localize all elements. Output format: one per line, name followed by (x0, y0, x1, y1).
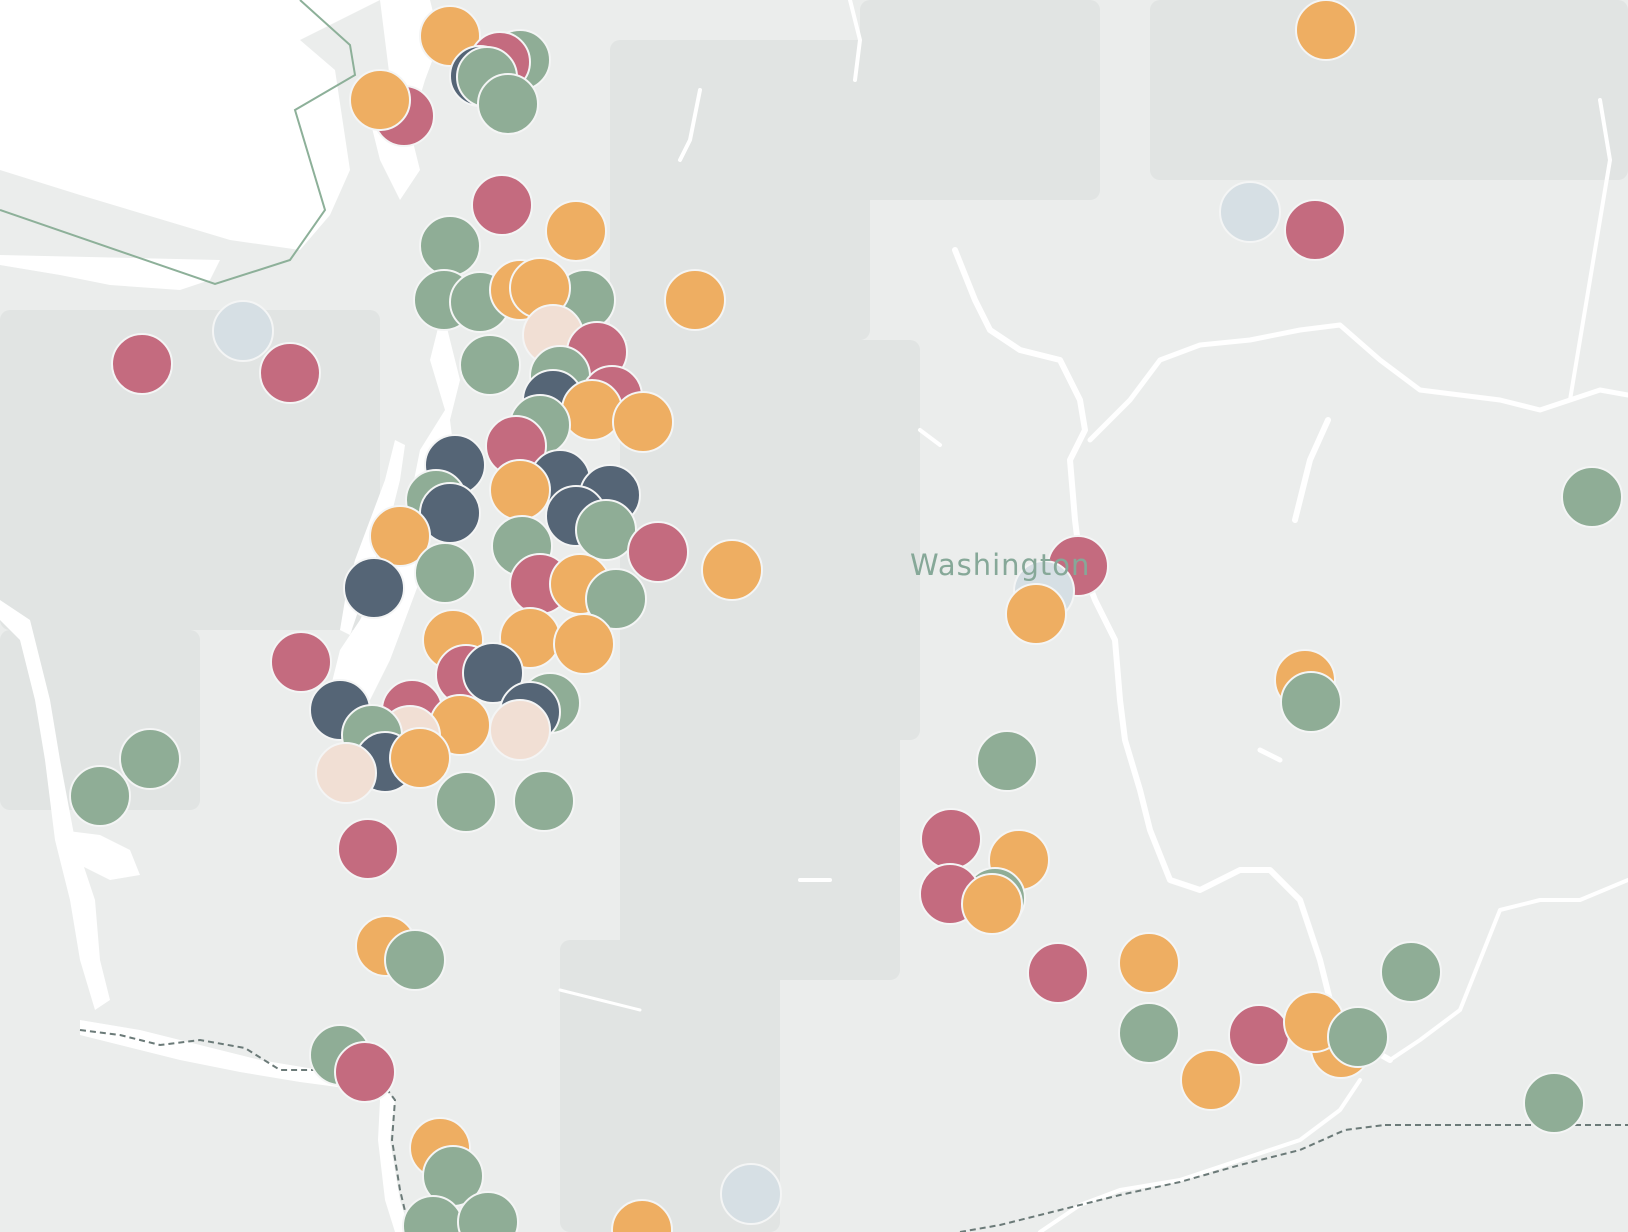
map-marker-green[interactable] (513, 770, 575, 832)
map-marker-red[interactable] (259, 342, 321, 404)
map-marker-red[interactable] (1228, 1004, 1290, 1066)
map-marker-green[interactable] (1280, 671, 1342, 733)
map-marker-red[interactable] (1284, 199, 1346, 261)
map-marker-red[interactable] (1027, 942, 1089, 1004)
map-marker-red[interactable] (337, 818, 399, 880)
map-marker-green[interactable] (459, 334, 521, 396)
map-marker-orange[interactable] (1295, 0, 1357, 61)
map-marker-green[interactable] (1523, 1072, 1585, 1134)
map-marker-orange[interactable] (664, 269, 726, 331)
map-marker-green[interactable] (477, 73, 539, 135)
oregon-border (79, 1029, 1628, 1232)
map-marker-green[interactable] (435, 771, 497, 833)
map-marker-orange[interactable] (612, 391, 674, 453)
map-marker-red[interactable] (111, 333, 173, 395)
map-marker-orange[interactable] (701, 539, 763, 601)
map-marker-green[interactable] (976, 730, 1038, 792)
map-marker-orange[interactable] (545, 200, 607, 262)
map-marker-peach[interactable] (489, 699, 551, 761)
map-marker-green[interactable] (1118, 1002, 1180, 1064)
map-marker-orange[interactable] (369, 505, 431, 567)
map-marker-red[interactable] (627, 521, 689, 583)
map-marker-green[interactable] (575, 499, 637, 561)
map-marker-orange[interactable] (389, 727, 451, 789)
map-marker-red[interactable] (471, 174, 533, 236)
site-markers[interactable] (69, 0, 1623, 1232)
map-marker-green[interactable] (1380, 941, 1442, 1003)
map-marker-orange[interactable] (1118, 932, 1180, 994)
map-marker-lightblue[interactable] (212, 300, 274, 362)
map-marker-green[interactable] (585, 568, 647, 630)
map-marker-red[interactable] (334, 1041, 396, 1103)
map-marker-red[interactable] (920, 808, 982, 870)
map-marker-red[interactable] (270, 631, 332, 693)
map-marker-green[interactable] (457, 1191, 519, 1232)
map-marker-navy[interactable] (462, 642, 524, 704)
map-marker-green[interactable] (384, 929, 446, 991)
map-marker-orange[interactable] (553, 613, 615, 675)
map-marker-orange[interactable] (561, 379, 623, 441)
map-marker-green[interactable] (119, 728, 181, 790)
map-marker-lightblue[interactable] (720, 1163, 782, 1225)
map-marker-green[interactable] (1561, 466, 1623, 528)
map-marker-orange[interactable] (961, 873, 1023, 935)
map-marker-green[interactable] (69, 765, 131, 827)
map-marker-green[interactable] (419, 215, 481, 277)
map-marker-orange[interactable] (1005, 583, 1067, 645)
map-marker-navy[interactable] (343, 557, 405, 619)
map-marker-peach[interactable] (315, 742, 377, 804)
map-marker-orange[interactable] (349, 69, 411, 131)
canada-border (0, 0, 357, 286)
map-marker-orange[interactable] (611, 1199, 673, 1232)
map-marker-orange[interactable] (489, 459, 551, 521)
map-marker-lightblue[interactable] (1219, 181, 1281, 243)
rivers (558, 0, 1628, 1232)
map-marker-green[interactable] (1327, 1006, 1389, 1068)
map-marker-green[interactable] (414, 542, 476, 604)
map-marker-orange[interactable] (1180, 1049, 1242, 1111)
